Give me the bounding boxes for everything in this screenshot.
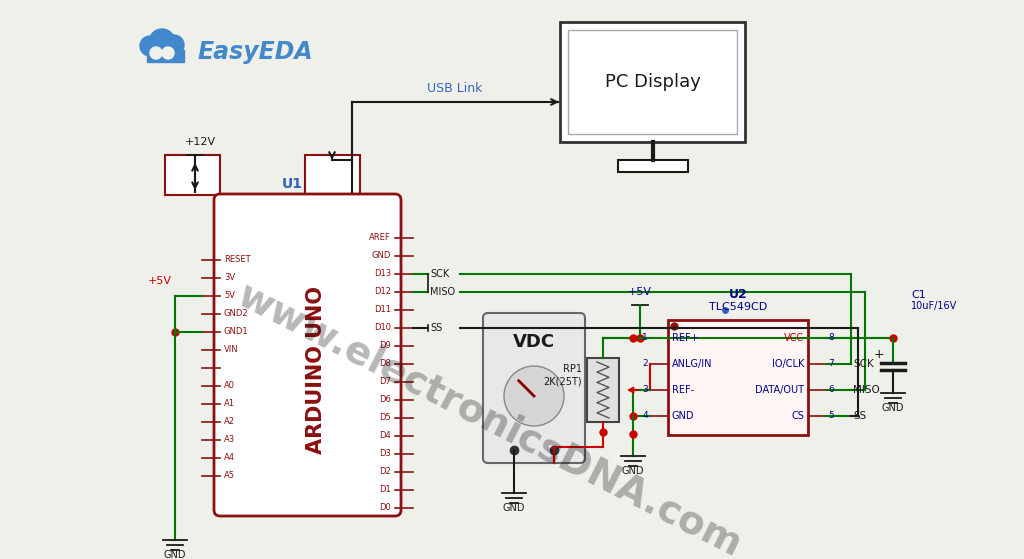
Text: SS: SS bbox=[853, 411, 866, 421]
Text: GND: GND bbox=[503, 503, 525, 513]
Text: A3: A3 bbox=[224, 435, 236, 444]
Text: GND: GND bbox=[372, 252, 391, 260]
Text: +: + bbox=[873, 348, 885, 361]
Text: GND: GND bbox=[164, 550, 186, 559]
Text: VIN: VIN bbox=[224, 345, 239, 354]
Text: A0: A0 bbox=[224, 381, 234, 391]
Text: GND: GND bbox=[882, 403, 904, 413]
Text: D2: D2 bbox=[379, 467, 391, 476]
Bar bbox=[587, 358, 618, 422]
Text: GND1: GND1 bbox=[224, 328, 249, 337]
Text: USB Link: USB Link bbox=[427, 82, 482, 95]
Circle shape bbox=[140, 36, 160, 56]
Bar bbox=[617, 160, 687, 172]
Text: D11: D11 bbox=[374, 306, 391, 315]
Text: ARDUINO UNO: ARDUINO UNO bbox=[305, 286, 326, 454]
FancyBboxPatch shape bbox=[214, 194, 401, 516]
Text: 4: 4 bbox=[642, 411, 648, 420]
Text: 3: 3 bbox=[642, 386, 648, 395]
Text: 1: 1 bbox=[642, 334, 648, 343]
Text: SCK: SCK bbox=[853, 359, 873, 369]
Text: A5: A5 bbox=[224, 471, 234, 481]
Text: D7: D7 bbox=[379, 377, 391, 386]
Text: VCC: VCC bbox=[784, 333, 804, 343]
Bar bbox=[568, 30, 737, 134]
Text: ANLG/IN: ANLG/IN bbox=[672, 359, 713, 369]
Text: GND2: GND2 bbox=[224, 310, 249, 319]
Text: 6: 6 bbox=[828, 386, 834, 395]
Text: MISO: MISO bbox=[853, 385, 880, 395]
Text: 10uF/16V: 10uF/16V bbox=[911, 301, 957, 311]
Text: U1: U1 bbox=[282, 177, 303, 191]
Text: DATA/OUT: DATA/OUT bbox=[755, 385, 804, 395]
Text: 5V: 5V bbox=[224, 291, 234, 301]
Text: D5: D5 bbox=[379, 414, 391, 423]
Text: D0: D0 bbox=[379, 504, 391, 513]
Text: EasyEDA: EasyEDA bbox=[198, 40, 313, 64]
Text: REF+: REF+ bbox=[672, 333, 698, 343]
Text: C1: C1 bbox=[911, 290, 926, 300]
Circle shape bbox=[147, 44, 163, 60]
Text: RESET: RESET bbox=[224, 255, 251, 264]
Text: D12: D12 bbox=[374, 287, 391, 296]
Bar bbox=[305, 155, 360, 195]
Bar bbox=[560, 22, 745, 142]
Circle shape bbox=[150, 29, 175, 55]
Text: D4: D4 bbox=[379, 432, 391, 440]
Text: D8: D8 bbox=[379, 359, 391, 368]
Polygon shape bbox=[147, 50, 184, 62]
Text: +12V: +12V bbox=[184, 137, 216, 147]
Text: AREF: AREF bbox=[370, 234, 391, 243]
Text: SCK: SCK bbox=[430, 269, 450, 279]
Text: D10: D10 bbox=[374, 324, 391, 333]
Text: A4: A4 bbox=[224, 453, 234, 462]
Text: U2: U2 bbox=[729, 288, 748, 301]
Text: D1: D1 bbox=[379, 486, 391, 495]
Text: D9: D9 bbox=[379, 342, 391, 350]
Text: D13: D13 bbox=[374, 269, 391, 278]
Circle shape bbox=[504, 366, 564, 426]
Text: VDC: VDC bbox=[513, 333, 555, 351]
Bar bbox=[165, 155, 220, 195]
Text: SS: SS bbox=[430, 323, 442, 333]
Circle shape bbox=[150, 47, 162, 59]
Text: 2K(25T): 2K(25T) bbox=[544, 376, 582, 386]
Text: D3: D3 bbox=[379, 449, 391, 458]
Circle shape bbox=[159, 43, 177, 61]
Text: GND: GND bbox=[672, 411, 694, 421]
Text: REF-: REF- bbox=[672, 385, 694, 395]
Text: 5: 5 bbox=[828, 411, 834, 420]
Text: 8: 8 bbox=[828, 334, 834, 343]
FancyBboxPatch shape bbox=[483, 313, 585, 463]
Text: IO/CLK: IO/CLK bbox=[772, 359, 804, 369]
Text: RP1: RP1 bbox=[563, 364, 582, 374]
Text: A1: A1 bbox=[224, 400, 234, 409]
Text: 2: 2 bbox=[642, 359, 648, 368]
Text: 3V: 3V bbox=[224, 273, 236, 282]
Text: PC Display: PC Display bbox=[604, 73, 700, 91]
Text: GND: GND bbox=[622, 466, 644, 476]
Text: MISO: MISO bbox=[430, 287, 455, 297]
Text: +5V: +5V bbox=[628, 287, 652, 297]
Text: +5V: +5V bbox=[148, 276, 172, 286]
Text: TLC549CD: TLC549CD bbox=[709, 302, 767, 312]
Text: CS: CS bbox=[792, 411, 804, 421]
Circle shape bbox=[162, 47, 174, 59]
Text: D6: D6 bbox=[379, 396, 391, 405]
Text: www.electronicsDNA.com: www.electronicsDNA.com bbox=[231, 276, 749, 559]
Text: 7: 7 bbox=[828, 359, 834, 368]
Bar bbox=[668, 320, 808, 435]
Circle shape bbox=[164, 35, 184, 55]
Text: A2: A2 bbox=[224, 418, 234, 427]
